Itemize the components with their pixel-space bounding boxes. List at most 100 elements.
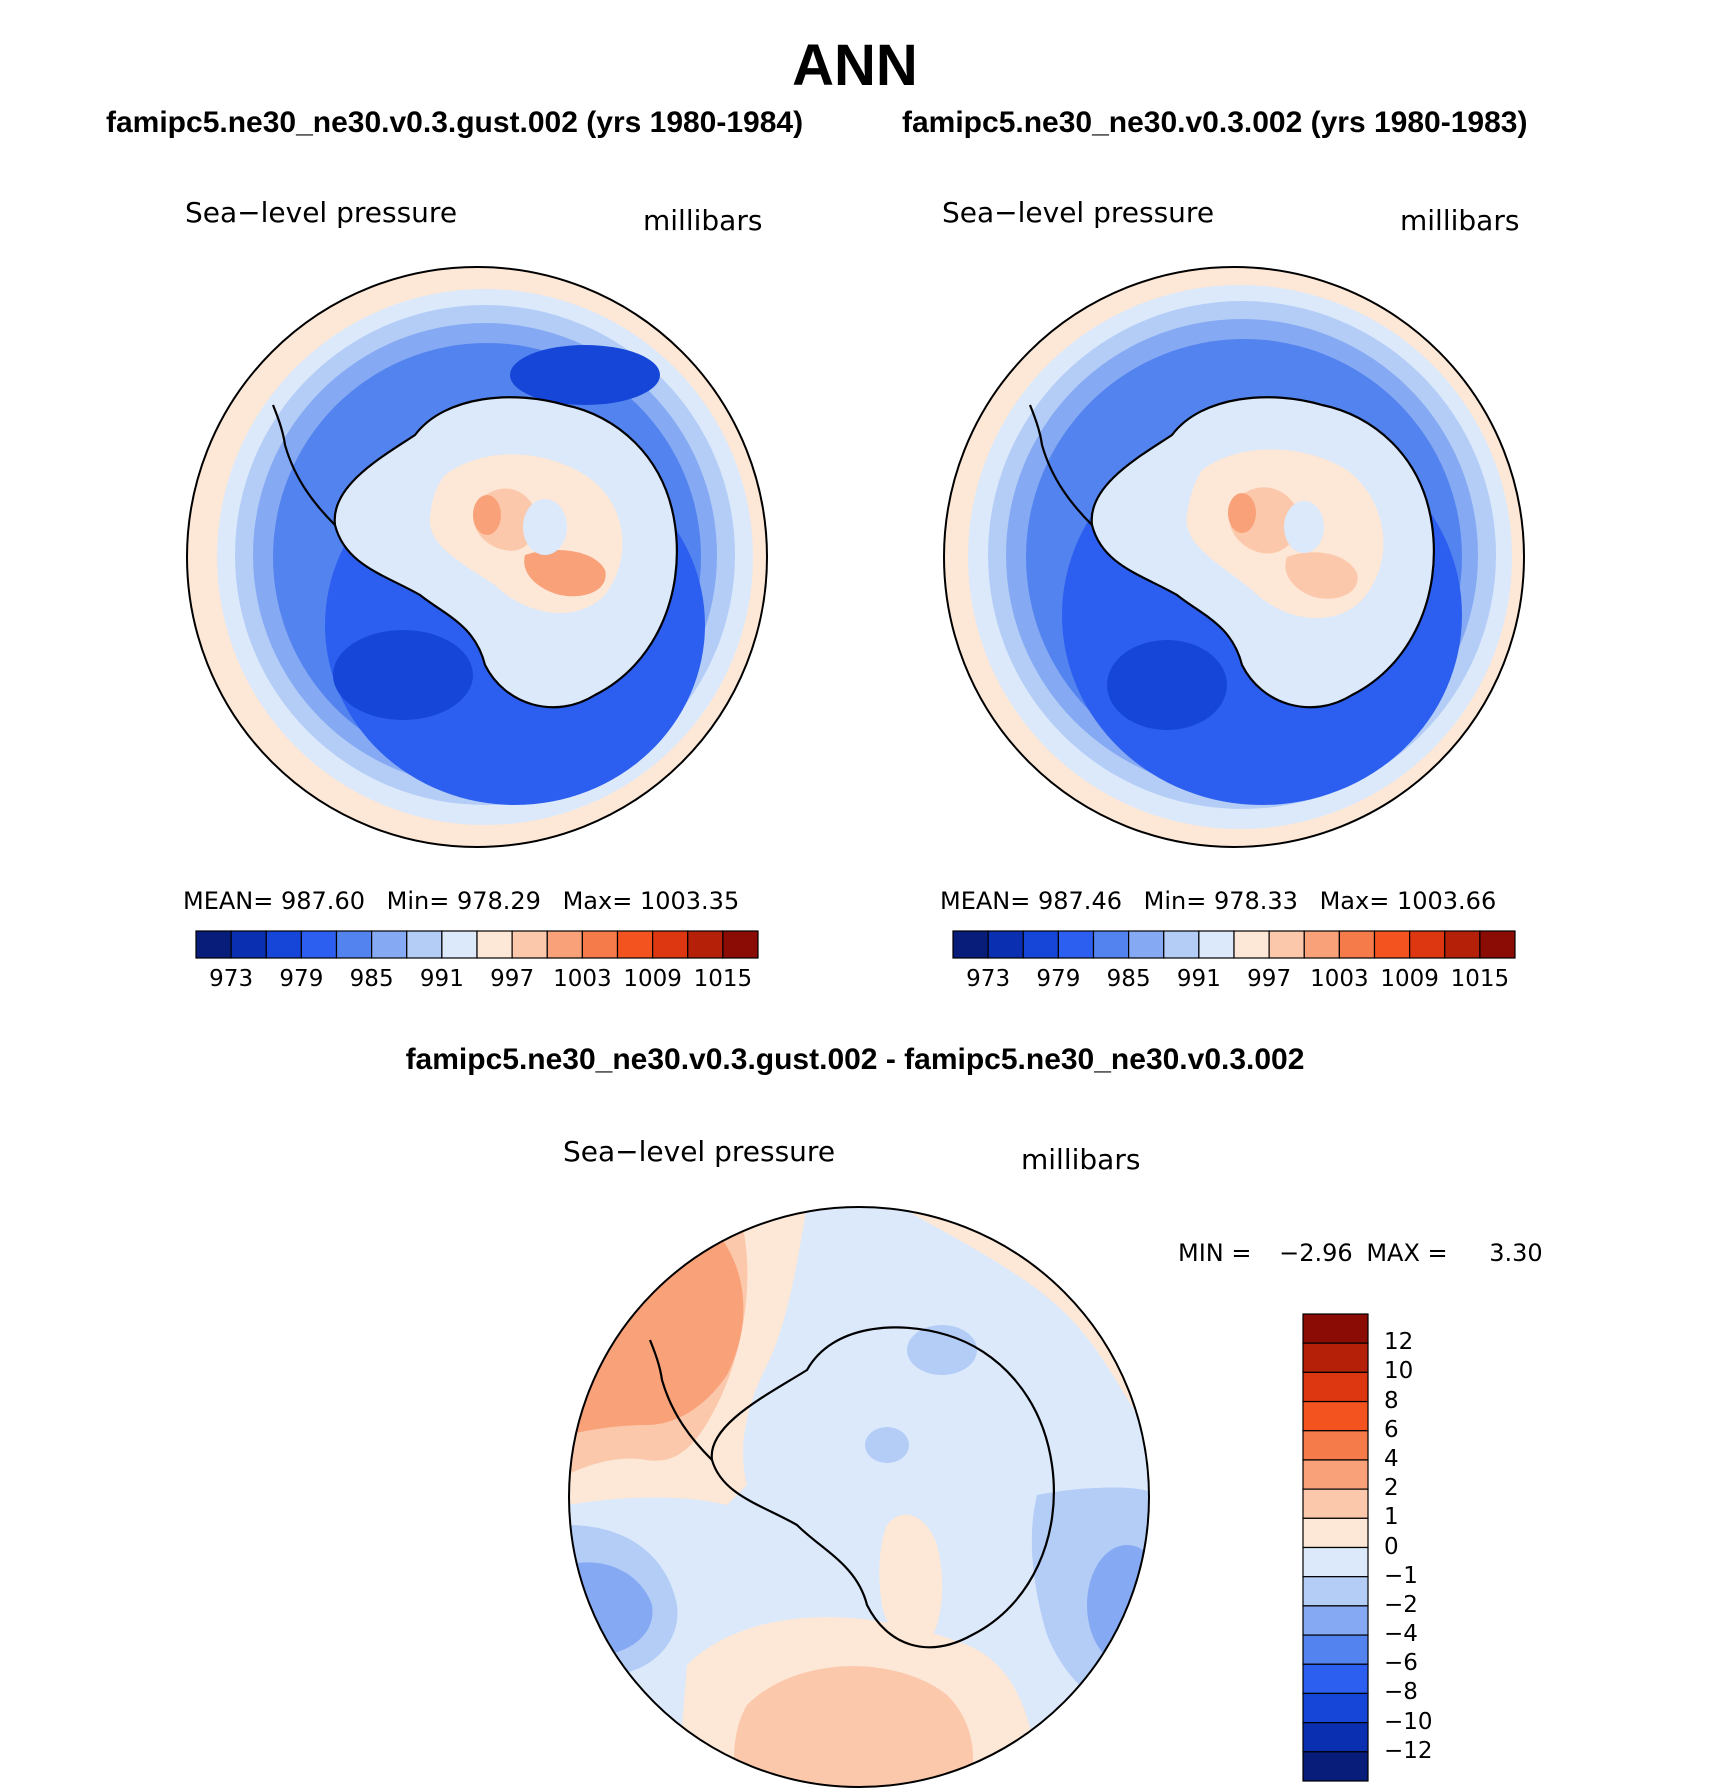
colorbar-swatch <box>1022 930 1059 959</box>
colorbar-tick-label: 1009 <box>1380 966 1439 992</box>
colorbar-swatch <box>1479 930 1516 959</box>
diff-units-label: millibars <box>1021 1143 1141 1176</box>
colorbar-swatch <box>1302 1634 1369 1665</box>
panel-1-variable-label: Sea−level pressure <box>185 196 458 229</box>
colorbar-tick-label: −4 <box>1384 1621 1418 1648</box>
colorbar-swatch <box>1302 1546 1369 1578</box>
colorbar-swatch <box>476 930 513 959</box>
min-label: Min= <box>1143 887 1207 915</box>
colorbar-tick-label: 985 <box>349 966 394 992</box>
map-fill-low-2 <box>1107 640 1227 730</box>
min-label: MIN = <box>1178 1239 1252 1267</box>
min-value: −2.96 <box>1279 1239 1353 1267</box>
colorbar-swatch <box>406 930 443 959</box>
colorbar-swatch <box>1302 1751 1369 1782</box>
colorbar-swatch <box>1302 1488 1369 1519</box>
map-boundary <box>568 1206 1150 1788</box>
colorbar-swatch <box>1444 930 1481 959</box>
colorbar-swatch <box>652 930 689 959</box>
colorbar-swatch <box>1302 1371 1369 1403</box>
colorbar-swatch <box>616 930 654 959</box>
colorbar-swatch <box>230 930 267 959</box>
colorbar-swatch <box>441 930 478 959</box>
colorbar-swatch <box>1163 930 1200 959</box>
map-fill-high-3 <box>1228 493 1256 533</box>
panel-2-polar-map <box>943 266 1525 848</box>
colorbar-swatch <box>1302 1342 1369 1373</box>
colorbar-tick-label: 1003 <box>553 966 612 992</box>
map-boundary <box>943 266 1525 848</box>
colorbar-swatch <box>511 930 548 959</box>
map-fill-low-3 <box>510 345 660 405</box>
peninsula-coastline <box>271 404 336 526</box>
colorbar-swatch <box>1409 930 1446 959</box>
colorbar-tick-label: 997 <box>490 966 535 992</box>
colorbar-swatch <box>1092 930 1130 959</box>
colorbar-tick-label: 8 <box>1384 1387 1399 1414</box>
colorbar-swatch <box>1302 1576 1369 1607</box>
max-value: 3.30 <box>1489 1239 1543 1267</box>
colorbar-swatch <box>581 930 619 959</box>
colorbar-swatch <box>1302 1430 1369 1461</box>
colorbar-swatch <box>687 930 724 959</box>
mean-label: MEAN= <box>940 887 1031 915</box>
panel-1-colorbar <box>195 930 759 959</box>
max-label: MAX = <box>1366 1239 1448 1267</box>
panel-2-stats: MEAN= 987.46 Min= 978.33 Max= 1003.66 <box>940 887 1496 915</box>
colorbar-swatch <box>1302 1459 1369 1490</box>
colorbar-swatch <box>1302 1663 1369 1695</box>
mean-value: 987.60 <box>281 887 365 915</box>
colorbar-tick-label: 979 <box>1036 966 1081 992</box>
colorbar-tick-label: 991 <box>419 966 464 992</box>
coastline <box>710 1326 1055 1649</box>
colorbar-swatch <box>1302 1605 1369 1636</box>
map-fill-dome <box>523 499 567 555</box>
map-fill-high-2 <box>1285 552 1358 599</box>
panel-2-colorbar <box>952 930 1516 959</box>
colorbar-tick-label: −12 <box>1384 1737 1433 1764</box>
panel-2-variable-label: Sea−level pressure <box>942 196 1215 229</box>
colorbar-swatch <box>1338 930 1376 959</box>
colorbar-tick-label: 4 <box>1384 1445 1399 1472</box>
colorbar-swatch <box>1198 930 1235 959</box>
colorbar-tick-label: 997 <box>1247 966 1292 992</box>
max-value: 1003.35 <box>639 887 740 915</box>
colorbar-swatch <box>1268 930 1305 959</box>
colorbar-tick-label: 1009 <box>623 966 682 992</box>
colorbar-swatch <box>987 930 1024 959</box>
colorbar-tick-label: −2 <box>1384 1591 1418 1618</box>
panel-1-stats: MEAN= 987.60 Min= 978.29 Max= 1003.35 <box>183 887 739 915</box>
map-fill-pos-6 <box>734 1666 973 1787</box>
panel-1-polar-map <box>186 266 768 848</box>
colorbar-tick-label: 12 <box>1384 1329 1414 1356</box>
colorbar-swatch <box>952 930 989 959</box>
map-boundary <box>186 266 768 848</box>
colorbar-swatch <box>1128 930 1165 959</box>
colorbar-swatch <box>1302 1400 1369 1432</box>
colorbar-tick-label: 1015 <box>1450 966 1510 992</box>
colorbar-swatch <box>1302 1692 1369 1724</box>
difference-stats: MIN = −2.96 MAX = 3.30 <box>1178 1239 1543 1267</box>
diff-variable-label: Sea−level pressure <box>563 1135 836 1168</box>
coastline <box>1090 396 1435 709</box>
colorbar-tick-label: 0 <box>1384 1533 1399 1560</box>
colorbar-swatch <box>1302 1517 1369 1549</box>
min-value: 978.29 <box>456 887 541 915</box>
peninsula-coastline <box>648 1339 713 1461</box>
panel-2-case-title: famipc5.ne30_ne30.v0.3.002 (yrs 1980-198… <box>902 106 1528 139</box>
colorbar-swatch <box>1302 1313 1369 1344</box>
colorbar-swatch <box>1303 930 1340 959</box>
colorbar-tick-label: 973 <box>966 966 1011 992</box>
map-fill-neg-6 <box>865 1427 909 1463</box>
colorbar-tick-label: −8 <box>1384 1679 1418 1706</box>
colorbar-swatch <box>371 930 408 959</box>
colorbar-tick-label: −10 <box>1384 1708 1433 1735</box>
colorbar-swatch <box>265 930 302 959</box>
colorbar-swatch <box>1057 930 1095 959</box>
map-fill-high-2 <box>524 550 606 597</box>
map-fill-neg-5 <box>907 1325 977 1375</box>
map-fill-pos-7 <box>879 1514 943 1645</box>
max-label: Max= <box>562 887 633 915</box>
max-value: 1003.66 <box>1396 887 1497 915</box>
colorbar-swatch <box>300 930 338 959</box>
